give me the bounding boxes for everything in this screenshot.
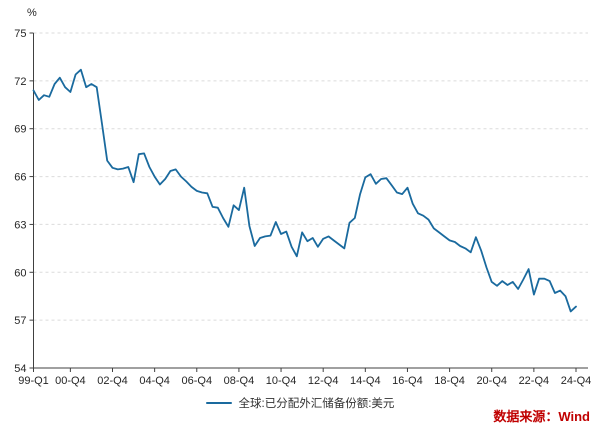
svg-text:60: 60 bbox=[14, 267, 26, 279]
svg-text:18-Q4: 18-Q4 bbox=[434, 375, 465, 387]
y-axis-unit-label: % bbox=[27, 7, 37, 19]
legend: 全球:已分配外汇储备份额:美元 bbox=[0, 395, 600, 411]
legend-line-marker bbox=[205, 401, 232, 405]
svg-text:02-Q4: 02-Q4 bbox=[97, 375, 128, 387]
svg-text:20-Q4: 20-Q4 bbox=[476, 375, 507, 387]
svg-text:24-Q4: 24-Q4 bbox=[561, 375, 592, 387]
svg-text:06-Q4: 06-Q4 bbox=[181, 375, 212, 387]
svg-text:10-Q4: 10-Q4 bbox=[266, 375, 297, 387]
svg-text:66: 66 bbox=[14, 172, 26, 184]
svg-text:69: 69 bbox=[14, 124, 26, 136]
legend-label: 全球:已分配外汇储备份额:美元 bbox=[238, 398, 395, 410]
svg-text:75: 75 bbox=[14, 28, 26, 40]
svg-text:54: 54 bbox=[14, 363, 26, 375]
svg-text:99-Q1: 99-Q1 bbox=[18, 375, 49, 387]
svg-text:22-Q4: 22-Q4 bbox=[519, 375, 550, 387]
data-source-note: 数据来源：Wind bbox=[493, 409, 590, 424]
svg-text:04-Q4: 04-Q4 bbox=[139, 375, 170, 387]
svg-text:57: 57 bbox=[14, 315, 26, 327]
svg-text:00-Q4: 00-Q4 bbox=[55, 375, 86, 387]
svg-text:16-Q4: 16-Q4 bbox=[392, 375, 423, 387]
svg-text:08-Q4: 08-Q4 bbox=[224, 375, 255, 387]
svg-text:12-Q4: 12-Q4 bbox=[308, 375, 339, 387]
svg-text:14-Q4: 14-Q4 bbox=[350, 375, 381, 387]
svg-text:72: 72 bbox=[14, 76, 26, 88]
svg-text:63: 63 bbox=[14, 219, 26, 231]
